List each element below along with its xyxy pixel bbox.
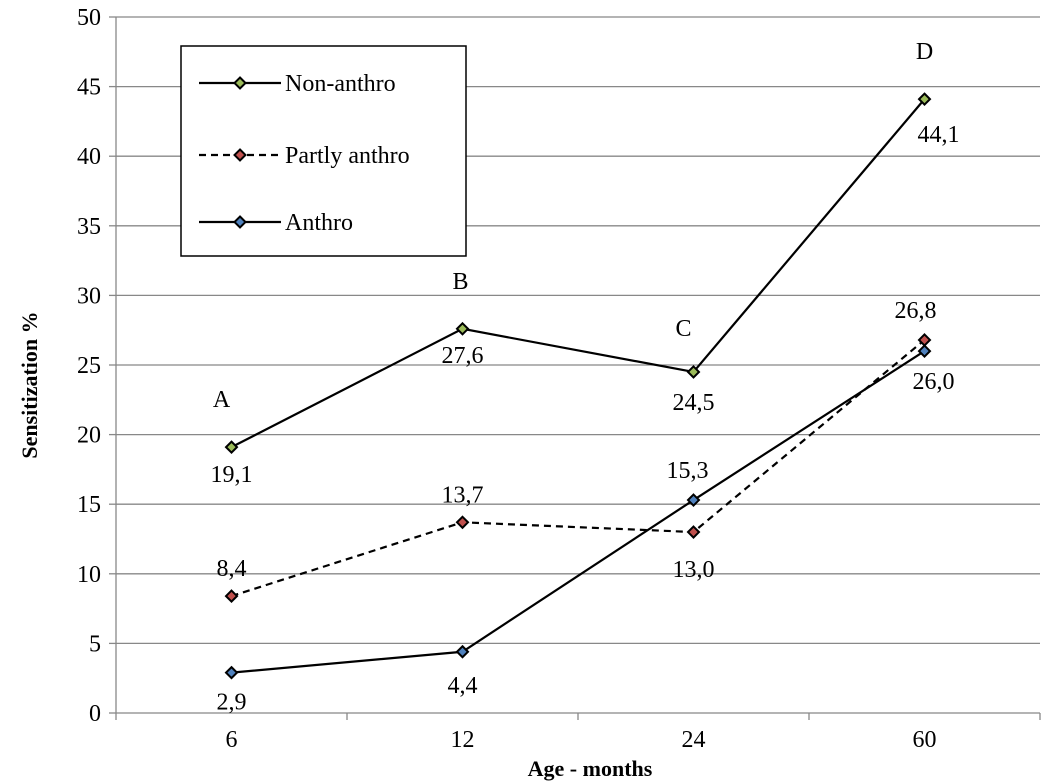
data-point-marker <box>224 589 239 603</box>
point-letter: B <box>452 269 468 295</box>
legend-label: Anthro <box>285 210 353 236</box>
data-point-marker <box>686 493 701 507</box>
x-tick-label: 12 <box>451 727 475 753</box>
data-label: 13,0 <box>673 557 715 583</box>
data-point-marker <box>455 515 470 530</box>
point-letter: C <box>675 316 691 342</box>
data-point-marker <box>455 321 470 336</box>
data-point-marker <box>917 92 932 107</box>
series-line <box>231 339 926 598</box>
data-point-marker <box>455 644 470 659</box>
y-tick-label: 40 <box>77 144 101 170</box>
series-partly-anthro <box>224 333 932 603</box>
y-tick-label: 20 <box>77 423 101 449</box>
axes: 0 5 10 15 20 25 30 35 40 45 50 6 12 24 60 <box>77 5 1041 753</box>
series-non-anthro <box>224 92 932 455</box>
legend-marker <box>233 148 247 162</box>
data-labels: 19,1 27,6 24,5 44,1 8,4 13,7 13,0 26,8 2,9 4,4 15,… <box>211 39 960 716</box>
y-tick-label: 5 <box>89 631 101 657</box>
data-label: 24,5 <box>673 390 715 416</box>
data-label: 15,3 <box>667 458 709 484</box>
legend-marker <box>233 76 247 90</box>
data-point-marker <box>224 440 239 455</box>
series-anthro <box>224 344 932 680</box>
data-label: 8,4 <box>217 556 247 582</box>
data-label: 13,7 <box>442 482 484 508</box>
x-tick-label: 24 <box>682 727 706 753</box>
data-point-marker <box>917 344 932 358</box>
x-tick-label: 6 <box>226 727 238 753</box>
y-tick-label: 35 <box>77 214 101 240</box>
series-lines <box>224 92 932 680</box>
legend: Non-anthro Partly anthro Anthro <box>180 45 467 257</box>
data-label: 4,4 <box>448 673 478 699</box>
y-tick-label: 10 <box>77 562 101 588</box>
data-label: 19,1 <box>211 462 253 488</box>
data-label: 2,9 <box>217 690 247 716</box>
x-axis-title: Age - months <box>528 756 653 781</box>
y-tick-label: 25 <box>77 353 101 379</box>
legend-label: Non-anthro <box>285 71 396 97</box>
y-tick-label: 50 <box>77 5 101 31</box>
x-tick-label: 60 <box>913 727 937 753</box>
series-line <box>231 350 926 674</box>
y-tick-label: 45 <box>77 75 101 101</box>
y-axis-title: Sensitization % <box>17 311 42 458</box>
point-letter: D <box>916 39 933 65</box>
legend-label: Partly anthro <box>285 143 410 169</box>
legend-marker <box>233 215 247 229</box>
data-point-marker <box>224 665 239 680</box>
y-tick-label: 30 <box>77 283 101 309</box>
data-label: 44,1 <box>918 122 960 148</box>
y-tick-label: 15 <box>77 492 101 518</box>
series-line <box>230 98 926 449</box>
y-tick-label: 0 <box>89 701 101 727</box>
data-label: 27,6 <box>442 343 484 369</box>
data-point-marker <box>686 525 701 539</box>
point-letter: A <box>213 387 231 413</box>
data-point-marker <box>686 365 701 379</box>
data-label: 26,8 <box>895 298 937 324</box>
data-label: 26,0 <box>913 369 955 395</box>
